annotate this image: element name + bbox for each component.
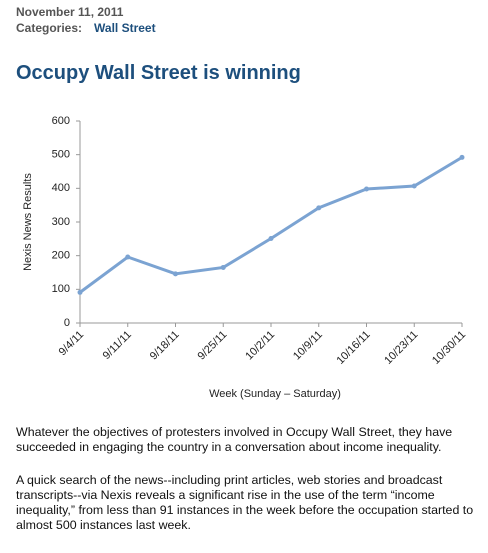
y-tick-label: 500 [52,149,70,161]
x-tick-label: 10/30/11 [430,329,468,367]
x-axis-label: Week (Sunday – Saturday) [209,388,341,400]
x-tick-label: 10/9/11 [291,329,325,363]
x-tick-label: 9/18/11 [148,329,182,363]
x-tick-label: 9/11/11 [101,329,134,362]
x-tick-label: 10/23/11 [382,329,420,367]
x-tick-label: 9/4/11 [57,329,87,359]
y-tick-label: 100 [52,283,70,295]
data-point [364,186,369,192]
data-point [125,254,131,260]
y-axis-label: Nexis News Results [22,173,34,271]
y-tick-label: 200 [52,250,70,262]
data-point [459,154,465,160]
x-tick-label: 9/25/11 [196,329,230,363]
data-point [268,235,274,241]
categories: Categories: Wall Street [16,21,156,35]
chart: Week (Sunday – Saturday) Nexis News Resu… [22,115,468,400]
category-link[interactable]: Wall Street [94,21,156,35]
data-point [411,183,417,189]
y-tick-label: 600 [52,115,70,127]
categories-label: Categories: [16,21,83,35]
data-line [79,156,463,294]
y-tick-label: 0 [64,317,70,329]
post-title[interactable]: Occupy Wall Street is winning [16,62,301,84]
paragraph: Whatever the objectives of protesters in… [16,425,453,454]
post-date: November 11, 2011 [16,5,124,19]
y-tick-label: 400 [52,182,70,194]
data-point [316,205,322,211]
data-point [77,289,83,295]
x-tick-label: 10/16/11 [334,329,372,367]
x-tick-label: 10/2/11 [243,329,277,363]
paragraph: A quick search of the news--including pr… [16,473,474,532]
y-tick-label: 300 [52,216,70,228]
data-point [220,264,226,270]
data-point [173,271,178,277]
